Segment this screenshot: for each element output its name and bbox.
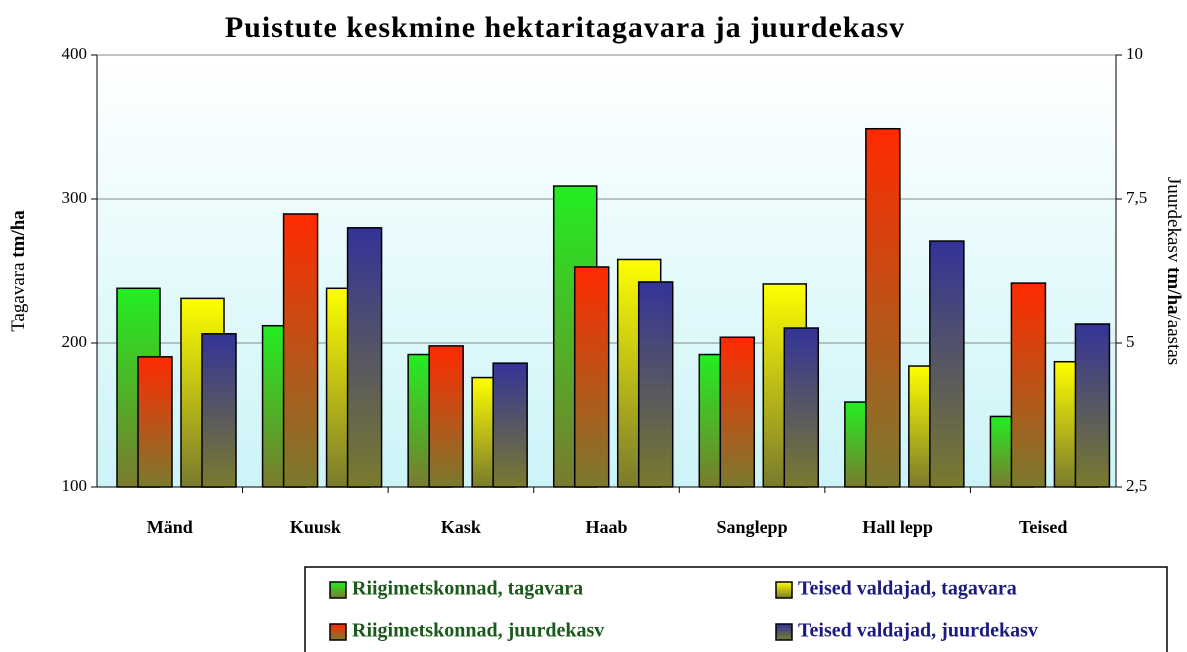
legend-swatch — [329, 581, 347, 599]
x-tick-label: Mänd — [147, 517, 193, 537]
y-tick-label: 100 — [62, 476, 88, 495]
bar — [201, 333, 237, 488]
y-label-part: Tagavara — [8, 258, 29, 332]
bar — [1010, 282, 1047, 488]
legend-label: Teised valdajad, juurdekasv — [798, 620, 1038, 642]
bar — [637, 281, 674, 488]
bar — [573, 266, 610, 488]
bar — [137, 356, 173, 488]
x-tick-label: Hall lepp — [862, 517, 933, 537]
x-tick-label: Teised — [1019, 517, 1067, 537]
y2-tick-label: 7,5 — [1126, 188, 1147, 207]
bar — [865, 127, 901, 488]
x-tick-label: Kuusk — [290, 517, 341, 537]
legend-swatch — [329, 623, 347, 641]
bar — [929, 240, 965, 488]
legend-swatch — [775, 623, 793, 641]
y-tick-label: 400 — [62, 44, 88, 63]
legend-label: Riigimetskonnad, tagavara — [352, 578, 583, 600]
legend-label: Teised valdajad, tagavara — [798, 578, 1017, 600]
bar — [428, 345, 464, 488]
y2-tick-label: 10 — [1126, 44, 1143, 63]
bar — [1074, 323, 1111, 488]
y2-tick-label: 5 — [1126, 332, 1135, 351]
chart-title: Puistute keskmine hektaritagavara ja juu… — [225, 11, 905, 44]
bar — [492, 362, 528, 488]
y2-label-part: tm/ha — [1163, 267, 1184, 315]
bar — [346, 227, 383, 488]
bar — [719, 336, 756, 488]
y2-axis-label: Juurdekasv tm/ha/aastas — [1163, 177, 1184, 365]
legend — [304, 566, 1168, 652]
y-axis-label: Tagavara tm/ha — [8, 210, 29, 332]
y-tick-label: 300 — [62, 188, 88, 207]
legend-swatch — [775, 581, 793, 599]
y-tick-label: 200 — [62, 332, 88, 351]
x-tick-label: Haab — [585, 517, 627, 537]
y2-label-part: /aastas — [1163, 315, 1184, 366]
bar — [282, 213, 319, 488]
x-tick-label: Kask — [441, 517, 481, 537]
x-tick-label: Sanglepp — [717, 517, 788, 537]
bar — [783, 327, 820, 488]
y2-tick-label: 2,5 — [1126, 476, 1147, 495]
y2-label-part: Juurdekasv — [1163, 177, 1184, 267]
legend-label: Riigimetskonnad, juurdekasv — [352, 620, 604, 642]
y-label-part: tm/ha — [8, 210, 29, 258]
